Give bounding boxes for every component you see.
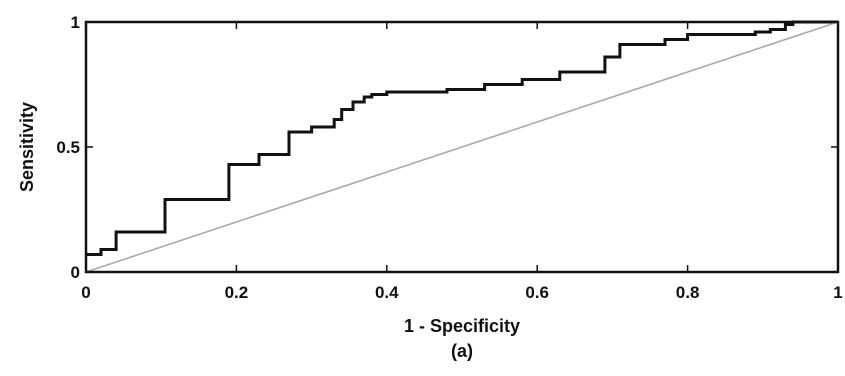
x-tick-label: 0.4 (375, 283, 399, 302)
y-tick-label: 0 (71, 263, 80, 282)
tick-layer: 0 0.2 0.4 0.6 0.8 1 0 0.5 1 (56, 13, 842, 302)
y-axis-title: Sensitivity (17, 102, 37, 192)
figure-caption: (a) (451, 341, 473, 361)
series-layer (85, 20, 839, 273)
y-tick-label: 0.5 (56, 138, 80, 157)
x-tick-label: 0.2 (225, 283, 249, 302)
x-axis-title: 1 - Specificity (404, 316, 520, 336)
x-tick-label: 0 (81, 283, 90, 302)
chance-diagonal-line (85, 21, 839, 273)
x-tick-label: 0.6 (525, 283, 549, 302)
roc-curve-line (86, 20, 838, 256)
x-tick-label: 1 (833, 283, 842, 302)
x-tick-label: 0.8 (676, 283, 700, 302)
y-tick-label: 1 (71, 13, 80, 32)
